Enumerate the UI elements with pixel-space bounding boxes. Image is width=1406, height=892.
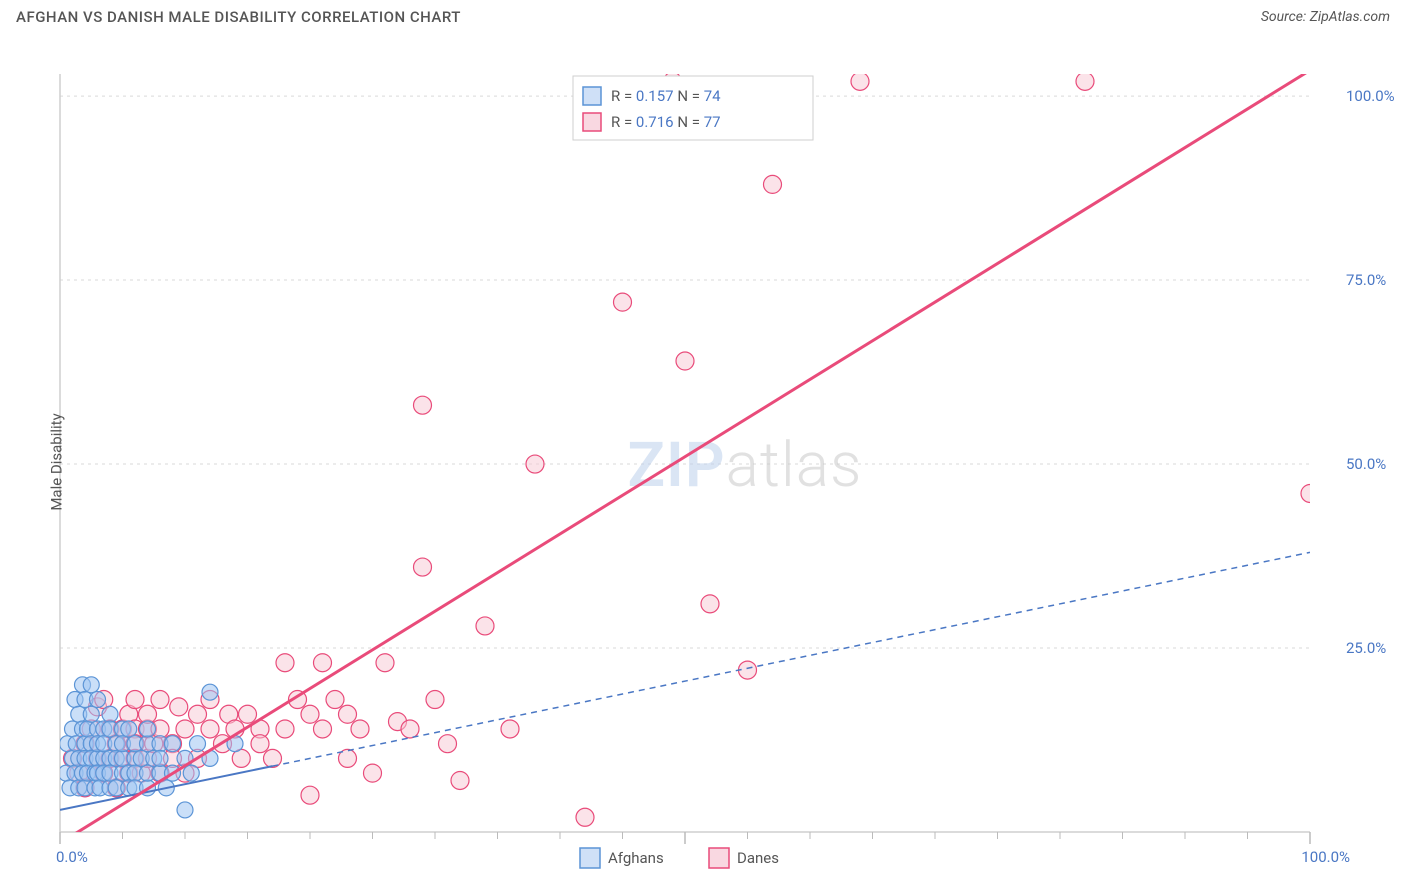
data-point	[151, 691, 169, 709]
series-legend: Afghans Danes	[580, 848, 779, 868]
data-point	[314, 654, 332, 672]
data-point	[439, 735, 457, 753]
data-point	[501, 720, 519, 738]
data-point	[451, 771, 469, 789]
data-point	[102, 706, 118, 722]
scatter-chart: 25.0% 50.0% 75.0% 100.0% ZIPatlas 0.0% 100.0% R…	[0, 32, 1406, 884]
data-point	[364, 764, 382, 782]
trend-line	[60, 70, 1310, 843]
data-point	[83, 706, 99, 722]
chart-title: AFGHAN VS DANISH MALE DISABILITY CORRELA…	[16, 8, 461, 26]
data-point	[676, 352, 694, 370]
data-point	[526, 455, 544, 473]
y-tick-label: 25.0%	[1346, 639, 1386, 657]
data-point	[301, 705, 319, 723]
data-point	[202, 684, 218, 700]
data-point	[376, 654, 394, 672]
data-point	[264, 749, 282, 767]
data-point	[764, 175, 782, 193]
chart-container: Male Disability 25.0% 50.0% 75.0% 100.0% ZIP…	[0, 32, 1406, 892]
data-point	[239, 705, 257, 723]
data-point	[301, 786, 319, 804]
data-point	[326, 691, 344, 709]
data-point	[170, 698, 188, 716]
data-point	[314, 720, 332, 738]
correlation-legend: R = 0.157 N = 74 R = 0.716 N = 77	[573, 76, 813, 140]
legend-swatch	[709, 848, 729, 868]
data-point	[177, 802, 193, 818]
data-point	[183, 765, 199, 781]
legend-swatch	[583, 113, 601, 131]
y-tick-label: 75.0%	[1346, 271, 1386, 289]
data-point	[426, 691, 444, 709]
data-point	[201, 720, 219, 738]
data-point	[126, 691, 144, 709]
trend-line-dashed	[273, 552, 1311, 766]
data-point	[576, 808, 594, 826]
legend-label: Afghans	[608, 849, 664, 867]
x-tick-label: 100.0%	[1301, 848, 1350, 866]
data-point	[476, 617, 494, 635]
legend-row: R = 0.157 N = 74	[611, 87, 721, 105]
data-point	[121, 721, 137, 737]
data-point	[90, 692, 106, 708]
data-point	[701, 595, 719, 613]
data-point	[614, 293, 632, 311]
data-point	[401, 720, 419, 738]
legend-row: R = 0.716 N = 77	[611, 113, 721, 131]
chart-source: Source: ZipAtlas.com	[1261, 9, 1390, 25]
data-point	[165, 736, 181, 752]
y-axis-label: Male Disability	[48, 413, 66, 510]
x-tick-label: 0.0%	[56, 848, 88, 866]
data-point	[176, 720, 194, 738]
legend-swatch	[583, 87, 601, 105]
data-point	[851, 72, 869, 90]
data-point	[190, 736, 206, 752]
data-point	[351, 720, 369, 738]
data-point	[1076, 72, 1094, 90]
legend-swatch	[580, 848, 600, 868]
data-point	[339, 705, 357, 723]
data-point	[414, 396, 432, 414]
data-point	[189, 705, 207, 723]
y-tick-label: 100.0%	[1346, 87, 1395, 105]
data-point	[140, 721, 156, 737]
data-point	[414, 558, 432, 576]
chart-header: AFGHAN VS DANISH MALE DISABILITY CORRELA…	[0, 0, 1406, 32]
watermark: ZIPatlas	[628, 429, 863, 502]
data-point	[276, 654, 294, 672]
legend-label: Danes	[737, 849, 779, 867]
data-point	[1301, 484, 1319, 502]
data-point	[276, 720, 294, 738]
data-point	[152, 750, 168, 766]
data-point	[251, 735, 269, 753]
data-point	[83, 677, 99, 693]
y-tick-label: 50.0%	[1346, 455, 1386, 473]
